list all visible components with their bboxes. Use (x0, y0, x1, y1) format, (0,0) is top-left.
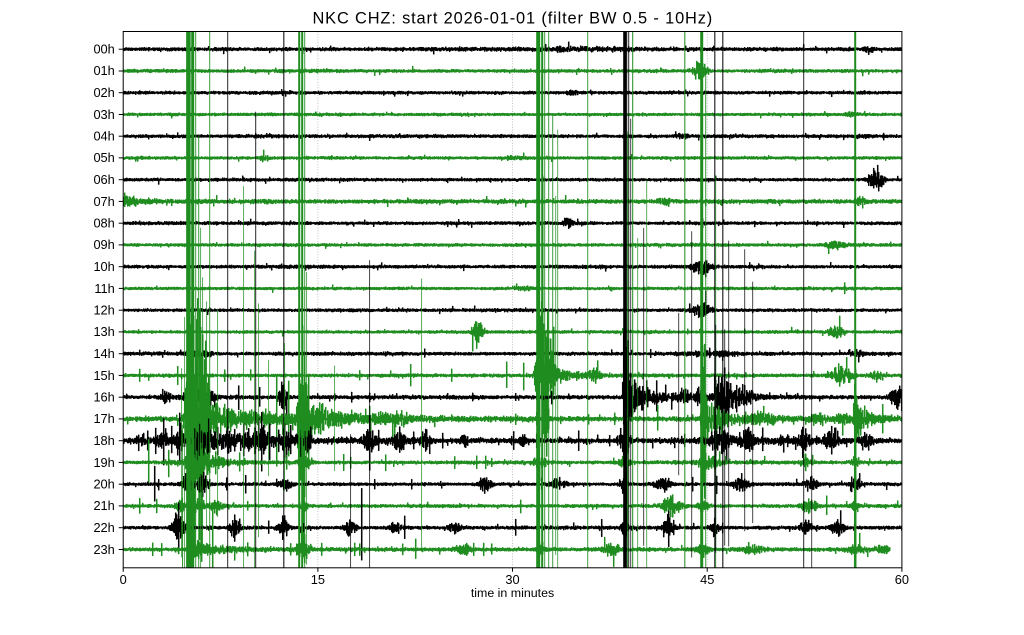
svg-text:23h: 23h (93, 542, 114, 557)
svg-text:21h: 21h (93, 498, 114, 513)
svg-text:00h: 00h (93, 42, 114, 57)
svg-text:60: 60 (895, 572, 909, 587)
svg-text:06h: 06h (93, 172, 114, 187)
svg-text:08h: 08h (93, 216, 114, 231)
svg-text:45: 45 (700, 572, 714, 587)
svg-text:04h: 04h (93, 129, 114, 144)
svg-text:17h: 17h (93, 411, 114, 426)
svg-text:10h: 10h (93, 259, 114, 274)
svg-text:22h: 22h (93, 520, 114, 535)
svg-text:30: 30 (505, 572, 519, 587)
svg-text:15h: 15h (93, 368, 114, 383)
svg-text:time in minutes: time in minutes (471, 586, 554, 600)
svg-text:13h: 13h (93, 324, 114, 339)
svg-text:NKC CHZ: start 2026-01-01 (fil: NKC CHZ: start 2026-01-01 (filter BW 0.5… (313, 9, 714, 27)
svg-text:02h: 02h (93, 85, 114, 100)
svg-text:01h: 01h (93, 63, 114, 78)
svg-text:14h: 14h (93, 346, 114, 361)
svg-text:20h: 20h (93, 477, 114, 492)
svg-text:09h: 09h (93, 237, 114, 252)
svg-text:18h: 18h (93, 433, 114, 448)
svg-text:0: 0 (120, 572, 127, 587)
svg-text:05h: 05h (93, 150, 114, 165)
svg-text:19h: 19h (93, 455, 114, 470)
svg-text:07h: 07h (93, 194, 114, 209)
svg-text:15: 15 (311, 572, 325, 587)
svg-text:03h: 03h (93, 107, 114, 122)
svg-text:16h: 16h (93, 390, 114, 405)
svg-text:11h: 11h (94, 281, 114, 296)
svg-text:12h: 12h (93, 303, 114, 318)
